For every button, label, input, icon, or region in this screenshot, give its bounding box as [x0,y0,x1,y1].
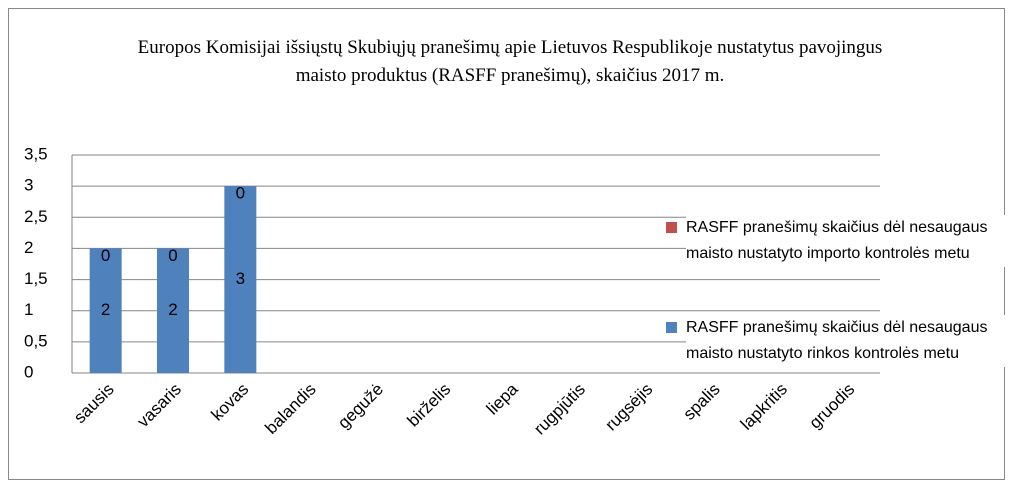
y-tick-label: 2,5 [24,207,48,226]
x-tick-label: gruodis [805,380,858,433]
x-tick-label: lapkritis [737,380,791,434]
chart-title: Europos Komisijai išsiųstų Skubiųjų pran… [137,37,883,86]
legend-item: RASFF pranešimų skaičius dėl nesaugaus m… [666,215,1006,267]
x-tick-label: balandis [261,380,319,438]
x-tick-label: sausis [70,380,118,428]
data-label: 0 [101,246,110,265]
x-tick-label: rugpjūtis [530,380,589,439]
y-tick-label: 0 [24,362,33,381]
bar [224,186,257,373]
data-label: 2 [101,300,110,319]
data-label: 0 [168,246,177,265]
x-tick-label: gegužė [334,380,387,433]
y-tick-label: 1,5 [24,269,48,288]
x-tick-label: birželis [403,380,454,431]
legend-swatch [666,322,677,333]
legend-label: RASFF pranešimų skaičius dėl nesaugaus m… [686,319,988,362]
legend-item: RASFF pranešimų skaičius dėl nesaugaus m… [666,315,1006,367]
data-label: 2 [168,300,177,319]
legend-swatch [666,222,677,233]
x-tick-label: vasaris [133,380,185,432]
x-tick-label: kovas [207,380,252,425]
x-tick-label: liepa [483,379,522,418]
bar [157,248,189,373]
x-tick-label: rugsėjis [601,380,656,435]
legend-label: RASFF pranešimų skaičius dėl nesaugaus m… [686,219,988,262]
y-tick-label: 3 [24,176,33,195]
x-tick-label: spalis [679,380,723,424]
y-tick-label: 2 [24,238,33,257]
y-tick-label: 1 [24,300,33,319]
y-tick-label: 3,5 [24,144,48,163]
data-label: 0 [236,184,245,203]
data-label: 3 [236,269,245,288]
y-tick-label: 0,5 [24,331,48,350]
bar [89,248,122,373]
